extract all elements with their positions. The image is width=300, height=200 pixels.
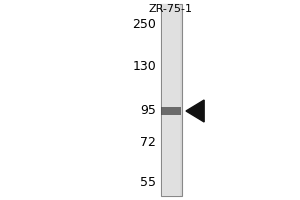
Text: 95: 95 — [140, 104, 156, 117]
Text: ZR-75-1: ZR-75-1 — [149, 4, 193, 14]
Text: 250: 250 — [132, 18, 156, 30]
Text: 130: 130 — [132, 60, 156, 72]
Bar — [161, 107, 181, 115]
Bar — [160, 4, 182, 196]
Polygon shape — [186, 100, 204, 122]
Text: 55: 55 — [140, 176, 156, 188]
Bar — [162, 4, 180, 196]
Text: 72: 72 — [140, 136, 156, 148]
